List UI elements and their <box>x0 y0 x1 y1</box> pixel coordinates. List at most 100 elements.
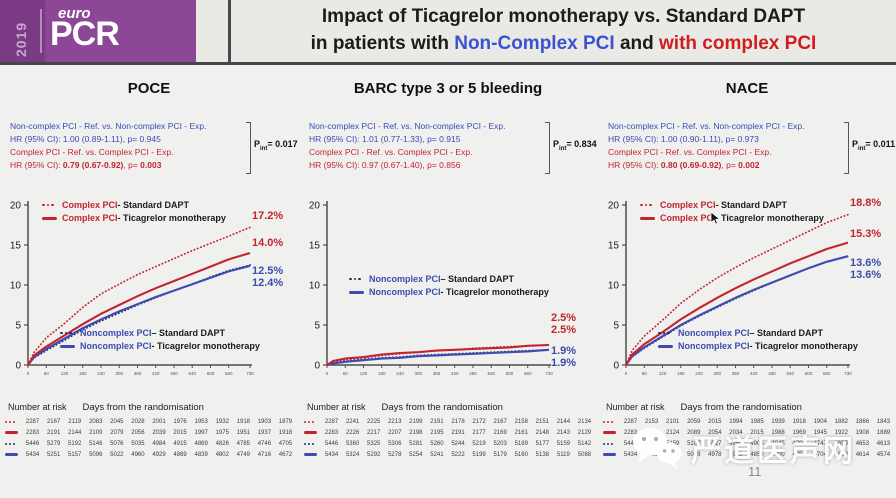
y-tick-label: 15 <box>608 241 620 252</box>
risk-value: 5324 <box>345 451 360 458</box>
risk-value: 2283 <box>324 429 339 436</box>
dotted-line-marker <box>304 442 321 445</box>
risk-value: 2178 <box>451 418 465 425</box>
risk-row: 2283 2191 2144 2109 2079 2056 2039 2015 1997 1975… <box>5 428 296 437</box>
x-tick-label: 730 <box>545 371 553 376</box>
risk-row-values: 5434 5324 5292 5278 5254 5241 5222 5199 5179 5160… <box>321 452 595 458</box>
risk-value: 5251 <box>46 451 61 458</box>
risk-value: 5088 <box>577 451 592 458</box>
x-tick-label: 360 <box>134 371 142 376</box>
risk-value: 1988 <box>771 429 785 436</box>
stat-text: Non-complex PCI - Ref. vs. Non-complex P… <box>309 121 506 131</box>
risk-value: 1903 <box>257 418 272 425</box>
risk-value: 5076 <box>110 440 124 447</box>
risk-value: 1918 <box>278 429 293 436</box>
mouse-cursor <box>710 211 721 225</box>
p-interaction-text: P <box>852 139 859 149</box>
risk-value: 5119 <box>556 451 570 458</box>
x-tick-label: 600 <box>805 371 813 376</box>
y-tick-label: 0 <box>314 361 320 372</box>
marker-dot <box>5 442 7 445</box>
stat-text: Complex PCI - Ref. vs. Complex PCI - Exp… <box>608 147 772 157</box>
risk-value: 2213 <box>388 418 402 425</box>
risk-row-marker <box>603 453 620 456</box>
risk-value: 4826 <box>215 440 229 447</box>
risk-value: 2195 <box>430 429 444 436</box>
x-tick-label: 240 <box>396 371 404 376</box>
marker-dot <box>304 420 306 423</box>
stat-text: HR (95% CI): 1.01 (0.77-1.33), p= 0.915 <box>309 134 461 144</box>
marker-dot <box>603 442 605 445</box>
stat-line: HR (95% CI): 1.00 (0.90-1.11), p= 0.973 <box>608 133 842 146</box>
legend-label: Noncomplex PCI <box>369 287 441 297</box>
marker-dot <box>13 442 15 445</box>
x-tick-label: 0 <box>326 371 329 376</box>
risk-row-values: 2287 2241 2225 2213 2199 2191 2178 2172 2167 2158… <box>321 419 595 425</box>
solid-line-marker <box>5 431 22 434</box>
risk-row: 5434 5251 5157 5096 5022 4960 4929 4869 4839 4802… <box>5 450 296 459</box>
x-tick-label: 120 <box>61 371 69 376</box>
legend-noncomplex-pci-standard-dapt: Noncomplex PCI – Standard DAPT <box>349 274 514 284</box>
curve-complex-pci-standard-dapt <box>625 213 849 366</box>
risk-value: 1882 <box>834 418 848 425</box>
title-line-2: in patients with Non-Complex PCI and wit… <box>311 31 817 58</box>
legend-label: - Standard DAPT <box>715 200 788 210</box>
marker-dot <box>662 331 666 335</box>
p-interaction-text: = 0.017 <box>267 139 298 149</box>
risk-value: 4699 <box>834 440 848 447</box>
x-tick-label: 660 <box>823 371 831 376</box>
solid-line-marker <box>5 453 22 456</box>
risk-value: 5244 <box>451 440 465 447</box>
title-line-1: Impact of Ticagrelor monotherapy vs. Sta… <box>321 6 806 28</box>
risk-value: 4752 <box>792 451 806 458</box>
panel-title: NACE <box>725 80 769 97</box>
x-axis-title: Days from the randomisation <box>381 402 503 413</box>
risk-value: 1918 <box>792 418 806 425</box>
curve-noncomplex-pci-ticagrelor-monotherapy <box>326 348 550 367</box>
x-tick-label: 420 <box>152 371 160 376</box>
risk-value: 5219 <box>472 440 486 447</box>
title-line2-complex: with complex PCI <box>659 33 817 54</box>
stat-line: HR (95% CI): 0.79 (0.67-0.92), p= 0.003 <box>10 159 244 172</box>
risk-value: 5035 <box>131 440 145 447</box>
dotted-line-marker <box>640 203 660 207</box>
y-tick-label: 10 <box>309 281 321 292</box>
risk-row-values: 5434 5251 5157 5096 5022 4960 4929 4869 4839 4802… <box>22 452 296 458</box>
km-chart-barc-type-3-or-5-bleeding: 0 5 10 15 20 0 60 120 180 240 300 360 420 480 540 600 66… <box>301 195 593 391</box>
x-tick-label: 730 <box>844 371 852 376</box>
km-chart-poce: 0 5 10 15 20 0 60 120 180 240 300 360 420 480 540 600 66… <box>2 195 294 391</box>
stat-text: HR (95% CI): 0.97 (0.67-1.40), p= 0.856 <box>309 160 461 170</box>
risk-value: 1908 <box>855 429 870 436</box>
solid-line-marker <box>603 431 620 434</box>
risk-value: 2167 <box>46 418 61 425</box>
risk-value: 5189 <box>514 440 528 447</box>
risk-value: 1932 <box>215 418 229 425</box>
solid-line-marker <box>60 344 80 348</box>
stat-line: Complex PCI - Ref. vs. Complex PCI - Exp… <box>309 146 543 159</box>
x-tick-label: 360 <box>732 371 740 376</box>
legend-complex-pci-standard-dapt: Complex PCI - Standard DAPT <box>42 200 189 210</box>
marker-dot <box>9 420 11 423</box>
y-tick-label: 5 <box>15 321 21 332</box>
panels-area: POCE Non-complex PCI - Ref. vs. Non-compl… <box>0 65 896 498</box>
end-label-noncomplex-pci-standard-dapt: 12.5% <box>252 265 284 278</box>
risk-value: 4574 <box>876 451 891 458</box>
x-tick-label: 600 <box>506 371 514 376</box>
risk-value: 1889 <box>876 429 891 436</box>
p-interaction-text: int <box>858 145 866 152</box>
marker-bar <box>603 453 616 456</box>
risk-value: 5159 <box>556 440 571 447</box>
dotted-line-marker <box>603 442 620 445</box>
risk-row-values: 2287 2167 2119 2083 2045 2028 2001 1976 1953 1932… <box>22 419 296 425</box>
curve-noncomplex-pci-ticagrelor-monotherapy <box>625 255 849 366</box>
km-chart-svg: 0 5 10 15 20 0 60 120 180 240 300 360 420 480 540 600 66… <box>608 201 852 377</box>
x-tick-label: 540 <box>188 371 196 376</box>
solid-line-marker <box>304 431 321 434</box>
risk-value: 2287 <box>25 418 40 425</box>
marker-bar <box>640 216 655 220</box>
marker-dot <box>308 420 310 423</box>
solid-line-marker <box>658 344 678 348</box>
stat-text: 0.003 <box>140 160 162 170</box>
risk-value: 5157 <box>68 451 82 458</box>
